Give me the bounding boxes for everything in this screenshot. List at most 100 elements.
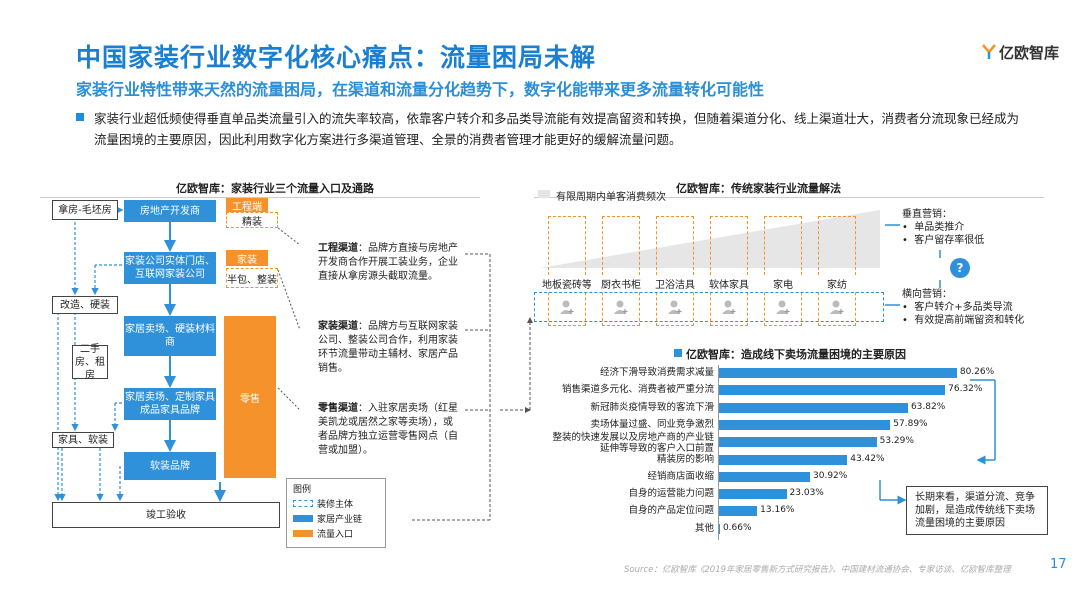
left-panel-title: 亿欧智库：家装行业三个流量入口及通路 — [176, 182, 374, 195]
horizontal-title: 横向营销： — [902, 289, 952, 300]
bar-category-label: 精装房的影响 — [656, 453, 714, 465]
logo-text: 亿欧智库 — [999, 44, 1060, 62]
node-second-hand: 二手房、租房 — [72, 344, 108, 381]
source-note: Source：亿欧智库《2019年家居零售新方式研究报告》、中国建材流通协会、专… — [624, 565, 1011, 575]
bar — [718, 368, 957, 378]
bar-category-label: 整装的快速发展以及房地产商的产业链延伸等导致的客户入口前置 — [552, 432, 714, 455]
node-completion: 竣工验收 — [52, 502, 280, 528]
bar-value-label: 80.26% — [959, 367, 995, 377]
vertical-item: • 单品类推介 — [902, 222, 965, 233]
bar-category-label: 经销商店面收缩 — [647, 470, 714, 482]
add-user-icon — [776, 300, 790, 314]
bar-category-label: 自身的运营能力问题 — [628, 488, 714, 500]
logo-icon — [982, 44, 996, 59]
node-rough-house: 拿房-毛坯房 — [52, 200, 118, 220]
category-label: 家电 — [753, 276, 813, 291]
tag-engineering-sub: 精装 — [226, 212, 278, 228]
channel-desc: ：入驻家居卖场（红星美凯龙或居然之家等卖场），或者品牌方独立运营零售网点（自营或… — [318, 403, 458, 456]
horizontal-marketing: 横向营销： • 客户转介+多品类导流 • 有效提高前端留资和转化 — [902, 288, 1024, 327]
brand-logo: 亿欧智库 — [982, 42, 1059, 63]
bar-category-label: 新冠肺炎疫情导致的客流下滑 — [590, 401, 714, 413]
tag-retail: 零售 — [224, 316, 276, 478]
node-furnish: 家具、软装 — [52, 432, 114, 448]
legend-item: 装修主体 — [293, 498, 379, 513]
channel-desc: ：品牌方直接与房地产开发商合作开展工装业务，企业直接从拿房源头截取流量。 — [318, 243, 458, 282]
category-label: 卫浴洁具 — [645, 276, 705, 291]
legend-title: 图例 — [293, 485, 312, 495]
bullet-icon — [76, 113, 84, 121]
bar-value-label: 53.29% — [879, 436, 914, 447]
legend: 图例 装修主体 家居产业链 流量入口 — [286, 478, 386, 548]
bar-value-label: 43.42% — [850, 453, 885, 464]
bar-category-label: 其他 — [694, 522, 714, 534]
bar-category-label: 自身的产品定位问题 — [628, 505, 714, 517]
add-user-icon — [560, 300, 574, 314]
tag-decor: 家装 — [226, 250, 268, 266]
bar-value-label: 13.16% — [760, 505, 795, 516]
divider — [40, 197, 480, 198]
channel-name: 工程渠道 — [318, 243, 358, 254]
bar-value-label: 30.92% — [813, 470, 848, 481]
bar-category-label: 卖场体量过盛、同业竞争激烈 — [590, 418, 714, 430]
category-column — [602, 216, 640, 326]
vertical-marketing: 垂直营销： • 单品类推介 • 客户留存率很低 — [902, 208, 984, 247]
vertical-item: • 客户留存率很低 — [902, 235, 985, 246]
category-column — [656, 216, 694, 326]
tag-decor-sub: 半包、整装 — [226, 268, 278, 288]
bar — [718, 419, 891, 430]
node-custom-furniture: 家居卖场、定制家具成品家具品牌 — [124, 388, 216, 420]
chart-title-marker — [674, 349, 682, 357]
chart-title: 亿欧智库：造成线下卖场流量困境的主要原因 — [686, 348, 906, 361]
bar-value-label: 63.82% — [910, 401, 946, 412]
bar-value-label: 76.32% — [948, 384, 983, 395]
category-label: 厨衣书柜 — [591, 276, 651, 291]
add-user-icon — [830, 300, 844, 314]
legend-swatch — [538, 190, 550, 198]
right-panel-title: 亿欧智库：传统家装行业流量解法 — [676, 182, 841, 195]
chart-axis — [718, 365, 719, 540]
legend-item: 流量入口 — [293, 528, 379, 543]
bar-category-label: 经济下滑导致消费需求减量 — [599, 367, 714, 378]
node-renovate: 改造、硬装 — [52, 296, 118, 314]
category-column — [710, 216, 748, 326]
divider — [534, 197, 1044, 198]
category-column — [548, 216, 586, 326]
add-user-icon — [668, 300, 682, 314]
node-developer: 房地产开发商 — [124, 200, 216, 222]
horizontal-item: • 客户转介+多品类导流 — [902, 302, 1013, 313]
bar — [718, 506, 758, 517]
add-user-icon — [722, 300, 736, 314]
channel-desc: ：品牌方与互联网家装公司、整装公司合作，利用家装环节流量带动主辅材、家居产品销售… — [318, 321, 458, 374]
chart-annotation: 长期来看，渠道分流、竞争加剧，是造成传统线下卖场流量困境的主要原因 — [906, 486, 1048, 535]
bar-category-label: 销售渠道多元化、消费者被严重分流 — [561, 384, 714, 396]
channel-retail: 零售渠道：入驻家居卖场（红星美凯龙或居然之家等卖场），或者品牌方独立运营零售网点… — [318, 402, 458, 458]
channel-engineering: 工程渠道：品牌方直接与房地产开发商合作开展工装业务，企业直接从拿房源头截取流量。 — [318, 242, 458, 284]
channel-name: 零售渠道 — [318, 403, 358, 414]
page-subtitle: 家装行业特性带来天然的流量困局，在渠道和流量分化趋势下，数字化能带来更多流量转化… — [76, 80, 765, 99]
bar — [718, 454, 848, 465]
node-soft-brand: 软装品牌 — [124, 452, 216, 480]
bar — [718, 402, 908, 413]
node-decor-company: 家装公司实体门店、互联网家装公司 — [124, 252, 216, 284]
page-number: 17 — [1050, 557, 1067, 572]
bar-value-label: 57.89% — [893, 418, 928, 429]
page-title: 中国家装行业数字化核心痛点：流量困局未解 — [76, 43, 597, 72]
category-label: 软体家具 — [699, 276, 759, 291]
category-column — [764, 216, 802, 326]
legend-item: 家居产业链 — [293, 513, 379, 528]
bar — [718, 471, 811, 482]
category-label: 家纺 — [807, 276, 867, 291]
horizontal-item: • 有效提高前端留资和转化 — [902, 315, 1025, 326]
channel-decor: 家装渠道：品牌方与互联网家装公司、整装公司合作，利用家装环节流量带动主辅材、家居… — [318, 320, 458, 376]
node-mall: 家居卖场、硬装材料商 — [124, 316, 216, 356]
bar — [718, 385, 946, 396]
bar-value-label: 0.66% — [722, 522, 752, 533]
category-column — [818, 216, 856, 326]
intro-text: 家装行业超低频使得垂直单品类流量引入的流失率较高，依靠客户转介和多品类导流能有效… — [94, 111, 1020, 147]
channel-name: 家装渠道 — [318, 321, 358, 332]
bar — [718, 489, 787, 500]
frequency-label: 有限周期内单客消费频次 — [556, 192, 666, 203]
category-label: 地板瓷砖等 — [537, 276, 597, 291]
bar-value-label: 23.03% — [789, 488, 824, 499]
